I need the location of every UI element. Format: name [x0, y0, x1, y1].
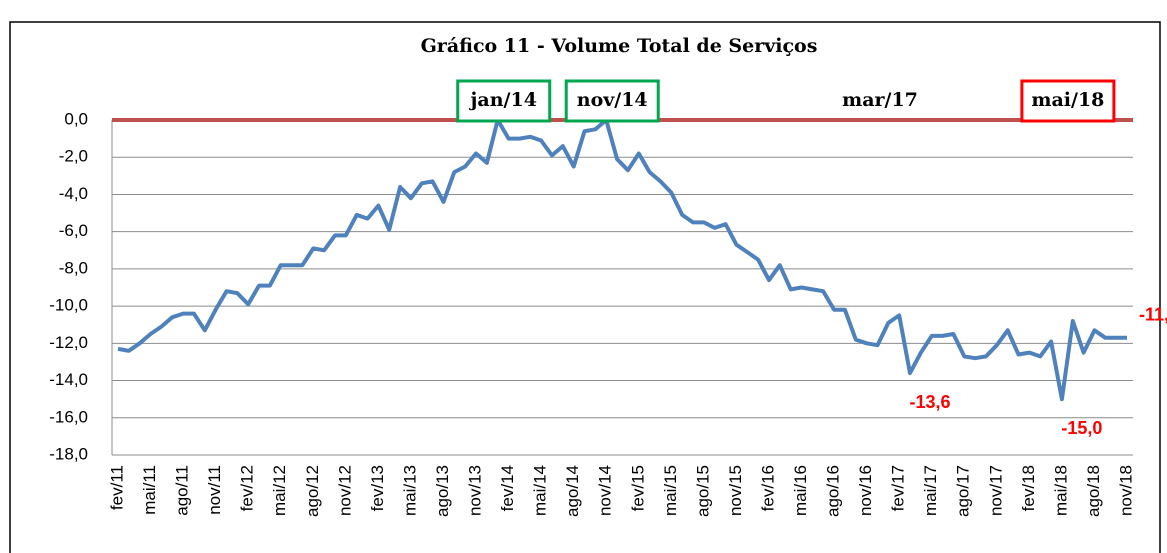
- y-tick-label: -4,0: [59, 184, 88, 203]
- data-label: -13,6: [909, 392, 950, 412]
- y-tick-label: -18,0: [49, 444, 88, 463]
- x-tick-label: mai/13: [400, 465, 419, 516]
- x-tick-label: ago/12: [303, 465, 322, 517]
- y-tick-label: -10,0: [49, 296, 88, 315]
- x-tick-label: fev/12: [238, 465, 257, 511]
- annotation: jan/14: [469, 89, 537, 111]
- x-tick-label: nov/11: [205, 465, 224, 515]
- x-tick-label: mai/12: [270, 465, 289, 516]
- data-label: -15,0: [1061, 418, 1102, 438]
- x-tick-label: mai/16: [791, 465, 810, 516]
- x-tick-label: fev/15: [628, 465, 647, 511]
- annotation: nov/14: [577, 89, 648, 111]
- x-tick-label: ago/13: [433, 465, 452, 517]
- annotation: mar/17: [842, 89, 918, 111]
- annotation: mai/18: [1031, 89, 1104, 111]
- x-tick-label: fev/13: [368, 465, 387, 511]
- x-tick-label: nov/13: [466, 465, 485, 516]
- x-tick-label: fev/14: [498, 465, 517, 511]
- x-tick-label: fev/16: [758, 465, 777, 511]
- data-label: -11,7: [1139, 305, 1167, 325]
- y-tick-label: -12,0: [49, 333, 88, 352]
- x-tick-label: ago/14: [563, 465, 582, 517]
- x-tick-label: ago/15: [693, 465, 712, 517]
- x-tick-label: ago/11: [173, 465, 192, 516]
- series-line: [117, 118, 1127, 402]
- x-tick-label: nov/15: [726, 465, 745, 516]
- x-tick-label: mai/14: [531, 465, 550, 516]
- x-tick-label: fev/18: [1019, 465, 1038, 511]
- x-tick-label: ago/17: [954, 465, 973, 517]
- x-tick-label: mai/15: [661, 465, 680, 516]
- y-tick-label: -8,0: [59, 258, 88, 277]
- annotation-box: [1020, 79, 1116, 123]
- annotation-box: [456, 79, 552, 123]
- chart-title: Gráfico 11 - Volume Total de Serviços: [421, 35, 818, 57]
- x-tick-label: ago/16: [824, 465, 843, 517]
- x-tick-label: mai/11: [140, 465, 159, 515]
- y-tick-label: -16,0: [49, 407, 88, 426]
- y-tick-label: -2,0: [59, 147, 88, 166]
- y-tick-label: 0,0: [64, 109, 88, 128]
- x-tick-label: fev/17: [889, 465, 908, 511]
- x-tick-label: nov/17: [986, 465, 1005, 516]
- x-tick-label: mai/18: [1051, 465, 1070, 516]
- x-tick-label: nov/14: [596, 465, 615, 516]
- x-tick-label: mai/17: [921, 465, 940, 516]
- x-tick-label: ago/18: [1084, 465, 1103, 517]
- x-tick-label: fev/11: [107, 465, 126, 510]
- x-tick-label: nov/18: [1116, 465, 1135, 516]
- x-tick-label: nov/12: [335, 465, 354, 516]
- y-tick-label: -14,0: [49, 370, 88, 389]
- x-tick-label: nov/16: [856, 465, 875, 516]
- y-tick-label: -6,0: [59, 221, 88, 240]
- annotation-box: [564, 79, 660, 123]
